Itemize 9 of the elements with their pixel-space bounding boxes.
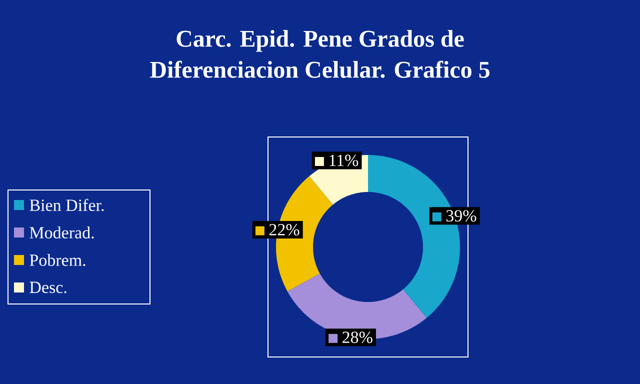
data-label: 22% (269, 224, 300, 236)
legend-label: Moderad. (30, 226, 94, 239)
legend-label: Pobrem. (30, 254, 86, 266)
chart-title: Carc. Epid. Pene Grados de Diferenciacion Celular. Grafico 5 (150, 30, 490, 78)
data-label: 11% (330, 154, 358, 166)
data-label: 28% (342, 332, 372, 344)
data-label: 39% (446, 210, 476, 222)
legend-label: Desc. (30, 282, 66, 294)
legend-label: Bien Difer. (30, 198, 104, 212)
